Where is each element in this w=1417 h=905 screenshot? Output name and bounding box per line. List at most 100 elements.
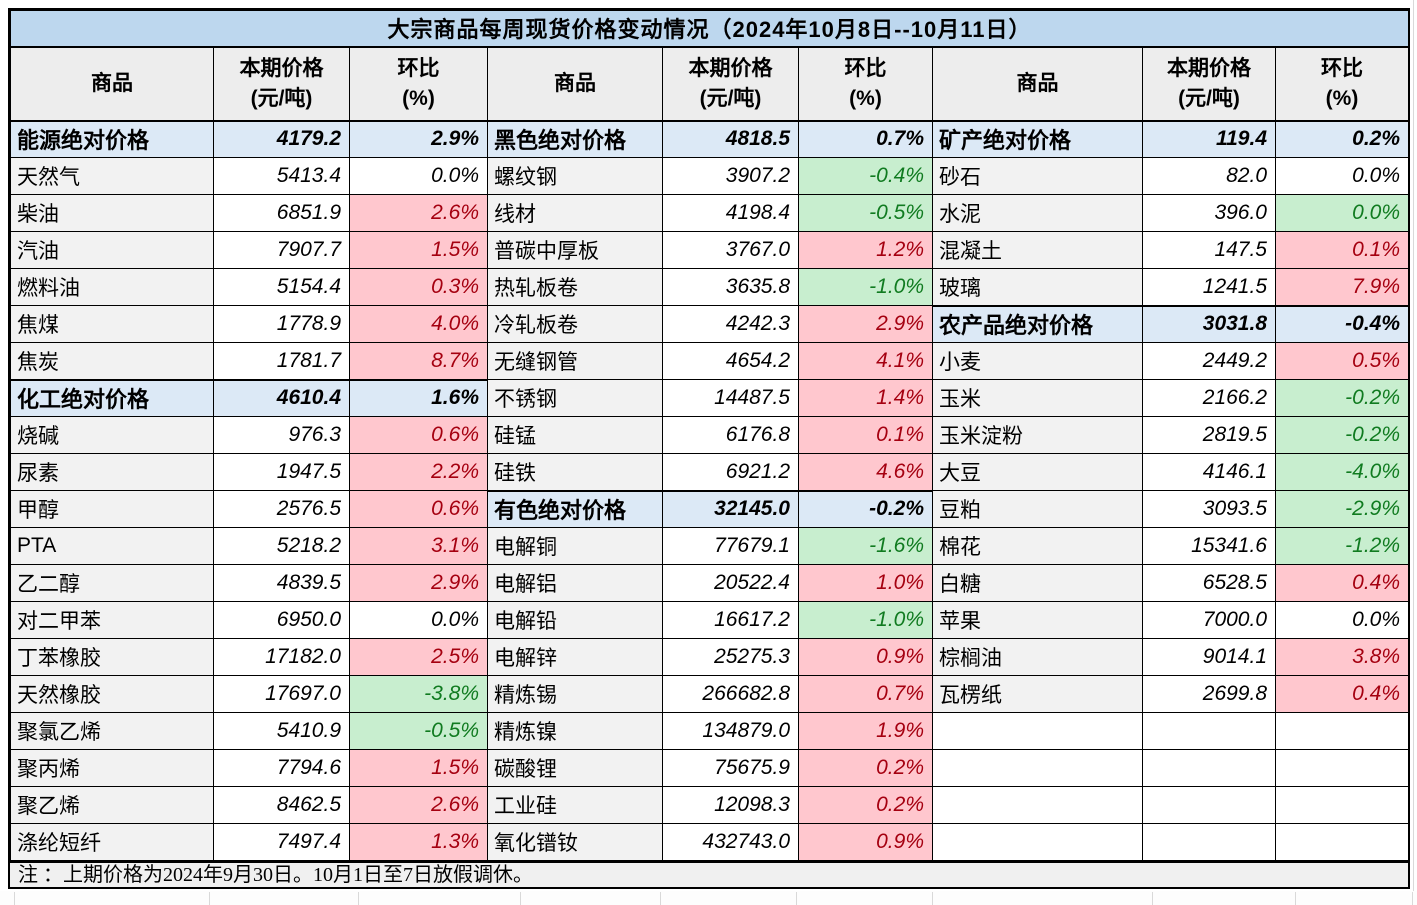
change-cell[interactable]: 0.0%: [1274, 157, 1410, 195]
commodity-name-cell[interactable]: 玻璃: [932, 268, 1143, 306]
change-cell[interactable]: 1.0%: [798, 564, 933, 602]
commodity-name-cell[interactable]: 砂石: [932, 157, 1143, 195]
change-cell[interactable]: 0.2%: [798, 786, 933, 824]
price-cell[interactable]: 1947.5: [213, 453, 350, 491]
commodity-name-cell[interactable]: 乙二醇: [10, 564, 214, 602]
price-cell[interactable]: 17697.0: [213, 675, 350, 713]
price-cell[interactable]: 6950.0: [213, 601, 350, 639]
commodity-name-cell[interactable]: 小麦: [932, 342, 1143, 380]
change-cell[interactable]: -1.2%: [1274, 527, 1410, 565]
price-cell[interactable]: 7907.7: [213, 231, 350, 269]
price-cell[interactable]: 82.0: [1142, 157, 1276, 195]
price-cell[interactable]: 432743.0: [662, 823, 799, 861]
commodity-name-cell[interactable]: 焦煤: [10, 305, 214, 343]
commodity-name-cell[interactable]: 有色绝对价格: [487, 489, 663, 528]
price-cell[interactable]: 119.4: [1142, 119, 1276, 158]
commodity-name-cell[interactable]: 线材: [487, 194, 663, 232]
commodity-name-cell[interactable]: 玉米淀粉: [932, 416, 1143, 454]
header-commodity-2[interactable]: 商品: [487, 46, 663, 122]
change-cell[interactable]: -0.5%: [349, 712, 488, 750]
commodity-name-cell[interactable]: 碳酸锂: [487, 749, 663, 787]
price-cell[interactable]: 396.0: [1142, 194, 1276, 232]
price-cell[interactable]: 7497.4: [213, 823, 350, 861]
commodity-name-cell[interactable]: [932, 749, 1143, 787]
price-cell[interactable]: [1142, 823, 1276, 861]
change-cell[interactable]: 0.7%: [798, 119, 933, 158]
price-cell[interactable]: 5154.4: [213, 268, 350, 306]
change-cell[interactable]: -1.6%: [798, 527, 933, 565]
change-cell[interactable]: 3.1%: [349, 527, 488, 565]
commodity-name-cell[interactable]: 电解铝: [487, 564, 663, 602]
commodity-name-cell[interactable]: 尿素: [10, 453, 214, 491]
change-cell[interactable]: -1.0%: [798, 601, 933, 639]
price-cell[interactable]: 6851.9: [213, 194, 350, 232]
change-cell[interactable]: -1.0%: [798, 268, 933, 306]
change-cell[interactable]: 0.1%: [1274, 231, 1410, 269]
price-cell[interactable]: 15341.6: [1142, 527, 1276, 565]
commodity-name-cell[interactable]: 涤纶短纤: [10, 823, 214, 861]
price-cell[interactable]: 77679.1: [662, 527, 799, 565]
price-cell[interactable]: 2576.5: [213, 490, 350, 528]
commodity-name-cell[interactable]: 螺纹钢: [487, 157, 663, 195]
change-cell[interactable]: 2.9%: [798, 305, 933, 343]
change-cell[interactable]: -0.5%: [798, 194, 933, 232]
price-cell[interactable]: 4610.4: [213, 378, 350, 417]
header-change-3[interactable]: 环比 (%): [1274, 46, 1410, 122]
change-cell[interactable]: 0.4%: [1274, 564, 1410, 602]
commodity-name-cell[interactable]: 聚丙烯: [10, 749, 214, 787]
price-cell[interactable]: 3093.5: [1142, 490, 1276, 528]
price-cell[interactable]: 3031.8: [1142, 304, 1276, 343]
change-cell[interactable]: -3.8%: [349, 675, 488, 713]
change-cell[interactable]: 4.6%: [798, 453, 933, 491]
commodity-name-cell[interactable]: [932, 823, 1143, 861]
change-cell[interactable]: 1.2%: [798, 231, 933, 269]
price-cell[interactable]: 3767.0: [662, 231, 799, 269]
price-cell[interactable]: 6921.2: [662, 453, 799, 491]
commodity-name-cell[interactable]: 天然气: [10, 157, 214, 195]
price-cell[interactable]: 2166.2: [1142, 379, 1276, 417]
change-cell[interactable]: 0.5%: [1274, 342, 1410, 380]
change-cell[interactable]: 2.9%: [349, 119, 488, 158]
commodity-name-cell[interactable]: 氧化镨钕: [487, 823, 663, 861]
price-cell[interactable]: 5218.2: [213, 527, 350, 565]
change-cell[interactable]: 0.0%: [349, 157, 488, 195]
header-price-3[interactable]: 本期价格 (元/吨): [1142, 46, 1276, 122]
price-cell[interactable]: 4198.4: [662, 194, 799, 232]
price-cell[interactable]: 4179.2: [213, 119, 350, 158]
commodity-name-cell[interactable]: 焦炭: [10, 342, 214, 380]
price-cell[interactable]: 3907.2: [662, 157, 799, 195]
change-cell[interactable]: 3.8%: [1274, 638, 1410, 676]
header-change-1[interactable]: 环比 (%): [349, 46, 488, 122]
price-cell[interactable]: 6528.5: [1142, 564, 1276, 602]
header-price-1[interactable]: 本期价格 (元/吨): [213, 46, 350, 122]
change-cell[interactable]: 0.0%: [349, 601, 488, 639]
price-cell[interactable]: 8462.5: [213, 786, 350, 824]
change-cell[interactable]: 1.6%: [349, 378, 488, 417]
commodity-name-cell[interactable]: 天然橡胶: [10, 675, 214, 713]
change-cell[interactable]: 0.1%: [798, 416, 933, 454]
change-cell[interactable]: -0.2%: [798, 489, 933, 528]
commodity-name-cell[interactable]: PTA: [10, 527, 214, 565]
change-cell[interactable]: 1.9%: [798, 712, 933, 750]
price-cell[interactable]: [1142, 749, 1276, 787]
price-cell[interactable]: 17182.0: [213, 638, 350, 676]
change-cell[interactable]: 0.2%: [798, 749, 933, 787]
price-cell[interactable]: 20522.4: [662, 564, 799, 602]
change-cell[interactable]: 4.1%: [798, 342, 933, 380]
header-commodity-1[interactable]: 商品: [10, 46, 214, 122]
price-cell[interactable]: 266682.8: [662, 675, 799, 713]
price-cell[interactable]: 7794.6: [213, 749, 350, 787]
commodity-name-cell[interactable]: [932, 786, 1143, 824]
price-cell[interactable]: 5413.4: [213, 157, 350, 195]
price-cell[interactable]: 3635.8: [662, 268, 799, 306]
price-cell[interactable]: 1241.5: [1142, 268, 1276, 306]
header-price-2[interactable]: 本期价格 (元/吨): [662, 46, 799, 122]
change-cell[interactable]: 0.9%: [798, 638, 933, 676]
change-cell[interactable]: [1274, 823, 1410, 861]
price-cell[interactable]: 2449.2: [1142, 342, 1276, 380]
price-cell[interactable]: 4818.5: [662, 119, 799, 158]
change-cell[interactable]: 1.5%: [349, 749, 488, 787]
price-cell[interactable]: 12098.3: [662, 786, 799, 824]
commodity-name-cell[interactable]: 聚氯乙烯: [10, 712, 214, 750]
commodity-name-cell[interactable]: 工业硅: [487, 786, 663, 824]
